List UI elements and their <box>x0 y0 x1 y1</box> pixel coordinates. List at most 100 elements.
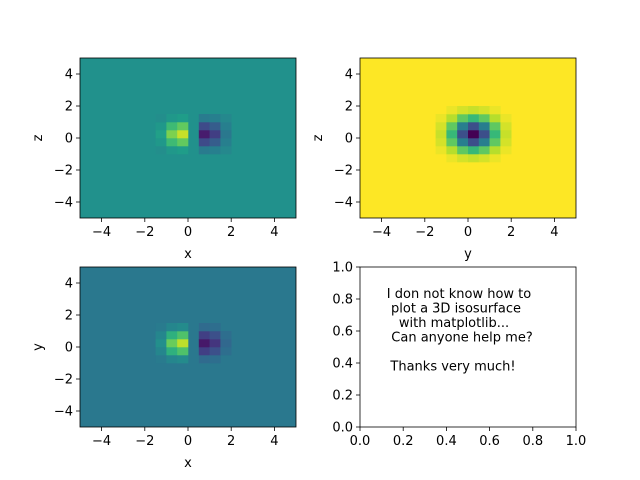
heatmap-cell <box>155 130 167 139</box>
x-tick-label: −4 <box>92 225 111 240</box>
heatmap-top-left <box>80 58 296 218</box>
y-tick-label: −4 <box>54 405 73 420</box>
heatmap-cell <box>209 339 221 348</box>
heatmap-cell <box>478 138 490 147</box>
y-tick-label: 4 <box>345 68 353 83</box>
heatmap-cell <box>446 146 458 155</box>
heatmap-cell <box>446 122 458 131</box>
heatmap-cell <box>220 339 232 348</box>
heatmap-cell <box>435 130 447 139</box>
heatmap-cell <box>198 138 210 147</box>
heatmap-cell <box>500 146 512 155</box>
y-tick-label: −2 <box>334 164 353 179</box>
annotation-line: Thanks very much! <box>389 360 515 375</box>
heatmap-cell <box>177 130 189 139</box>
heatmap-cell <box>177 355 189 364</box>
heatmap-bottom-left <box>80 267 296 427</box>
heatmap-cell <box>166 347 178 356</box>
heatmap-cell <box>435 114 447 123</box>
heatmap-cell <box>457 122 469 131</box>
x-tick-label: 4 <box>270 434 278 449</box>
heatmap-cell <box>198 339 210 348</box>
x-tick-label: 4 <box>270 225 278 240</box>
x-tick-label: 0 <box>184 434 192 449</box>
annotation-line: Can anyone help me? <box>391 331 532 346</box>
heatmap-cell <box>457 146 469 155</box>
x-tick-label: 0.4 <box>436 434 457 449</box>
heatmap-cell <box>478 130 490 139</box>
heatmap-cell <box>155 138 167 147</box>
x-tick-label: 1.0 <box>566 434 587 449</box>
heatmap-cell <box>198 146 210 155</box>
heatmap-cell <box>155 323 167 332</box>
axes-frame <box>359 57 577 219</box>
heatmap-cell <box>435 146 447 155</box>
heatmap-cell <box>155 347 167 356</box>
y-tick-label: −2 <box>54 373 73 388</box>
heatmap-cell <box>155 122 167 131</box>
heatmap-cell <box>155 114 167 123</box>
heatmap-cell <box>166 323 178 332</box>
x-tick-label: −2 <box>415 225 434 240</box>
heatmap-cell <box>177 323 189 332</box>
heatmap-cell <box>446 138 458 147</box>
heatmap-cell <box>198 122 210 131</box>
heatmap-cell <box>468 122 480 131</box>
heatmap-cell <box>446 154 458 163</box>
heatmap-cell <box>177 339 189 348</box>
heatmap-cell <box>220 130 232 139</box>
x-tick-label: −2 <box>135 225 154 240</box>
heatmap-cell <box>220 347 232 356</box>
heatmap-cell <box>177 138 189 147</box>
heatmap-cell <box>457 106 469 115</box>
heatmap-cell <box>489 130 501 139</box>
heatmap-cell <box>209 355 221 364</box>
heatmap-cell <box>457 130 469 139</box>
axes-frame <box>79 57 297 219</box>
heatmap-cell <box>220 331 232 340</box>
heatmap-cell <box>198 130 210 139</box>
x-axis-label: x <box>184 247 192 262</box>
heatmap-cell <box>209 347 221 356</box>
heatmap-cell <box>198 347 210 356</box>
y-axis-label: y <box>31 343 46 351</box>
heatmap-cell <box>468 106 480 115</box>
heatmap-cell <box>166 130 178 139</box>
heatmap-cell <box>166 339 178 348</box>
heatmap-top-right <box>360 58 576 218</box>
heatmap-cell <box>446 114 458 123</box>
y-tick-label: 1.0 <box>332 261 353 276</box>
heatmap-cell <box>209 331 221 340</box>
heatmap-cell <box>209 122 221 131</box>
heatmap-cell <box>489 138 501 147</box>
heatmap-cell <box>489 122 501 131</box>
heatmap-cell <box>166 114 178 123</box>
x-tick-label: 0.2 <box>393 434 414 449</box>
x-tick-label: 0.6 <box>479 434 500 449</box>
y-tick-label: −4 <box>334 196 353 211</box>
heatmap-cell <box>209 114 221 123</box>
x-tick-label: 2 <box>507 225 515 240</box>
x-tick-label: −4 <box>92 434 111 449</box>
axes-frame <box>359 266 577 428</box>
y-tick-label: −4 <box>54 196 73 211</box>
heatmap-cell <box>468 146 480 155</box>
heatmap-cell <box>489 106 501 115</box>
heatmap-cell <box>166 331 178 340</box>
y-tick-label: −2 <box>54 164 73 179</box>
heatmap-cell <box>457 114 469 123</box>
y-tick-label: 0.4 <box>332 357 353 372</box>
heatmap-cell <box>478 106 490 115</box>
heatmap-cell <box>489 146 501 155</box>
y-tick-label: 2 <box>65 100 73 115</box>
y-tick-label: 0.6 <box>332 325 353 340</box>
x-tick-label: 2 <box>227 225 235 240</box>
heatmap-cell <box>489 114 501 123</box>
annotation-line: I don not know how to <box>387 287 532 302</box>
heatmap-cell <box>155 355 167 364</box>
x-tick-label: 0.8 <box>522 434 543 449</box>
heatmap-cell <box>478 114 490 123</box>
heatmap-cell <box>155 146 167 155</box>
heatmap-cell <box>177 347 189 356</box>
y-tick-label: 4 <box>65 277 73 292</box>
